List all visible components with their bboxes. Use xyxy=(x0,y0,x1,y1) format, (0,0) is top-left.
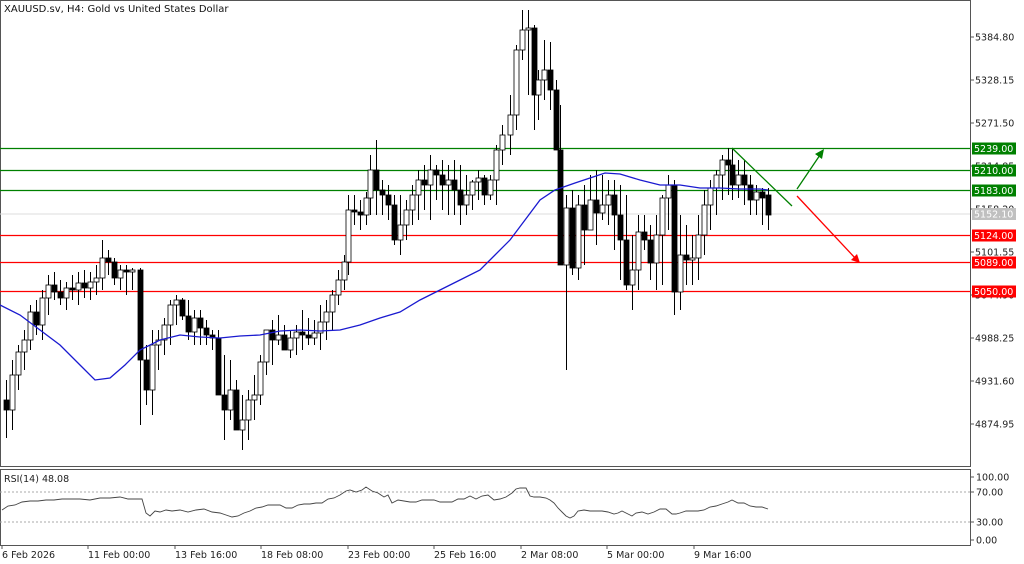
time-axis: 6 Feb 2026 11 Feb 00:00 13 Feb 16:00 18 Feb… xyxy=(1,545,751,561)
resistance-level-tag: 5183.00 xyxy=(974,186,1013,197)
price-tick-label: 4874.95 xyxy=(975,420,1014,431)
time-tick-label: 13 Feb 16:00 xyxy=(175,550,237,561)
time-tick-label: 6 Feb 2026 xyxy=(2,550,55,561)
bullish-arrow[interactable] xyxy=(796,154,821,190)
time-tick-label: 18 Feb 08:00 xyxy=(261,550,323,561)
rsi-tick-label: 30.00 xyxy=(976,518,1003,529)
price-tick-label: 4931.60 xyxy=(975,377,1014,388)
time-tick-label: 5 Mar 00:00 xyxy=(607,550,664,561)
support-level-tag: 5089.00 xyxy=(974,258,1013,269)
arrow-up-icon xyxy=(815,149,824,159)
rsi-frame xyxy=(0,469,971,546)
rsi-tick-label: 100.00 xyxy=(976,473,1009,484)
svg-text:5152.10: 5152.10 xyxy=(974,210,1013,221)
bearish-arrow[interactable] xyxy=(796,195,857,260)
price-tick-label: 5328.15 xyxy=(975,76,1014,87)
rsi-line xyxy=(1,486,769,519)
support-level-tag: 5124.00 xyxy=(974,231,1013,242)
price-tick-label: 5101.55 xyxy=(975,248,1014,259)
rsi-axis: 100.00 70.00 30.00 0.00 xyxy=(970,473,1009,547)
time-tick-label: 11 Feb 00:00 xyxy=(88,550,150,561)
resistance-level-tag: 5239.00 xyxy=(974,144,1013,155)
arrow-down-icon xyxy=(851,254,860,263)
resistance-level-tag: 5210.00 xyxy=(974,166,1013,177)
moving-average-line xyxy=(0,172,769,381)
price-tick-label: 5271.50 xyxy=(975,119,1014,130)
candlesticks xyxy=(3,10,772,450)
horizontal-levels xyxy=(0,147,970,293)
time-tick-label: 23 Feb 00:00 xyxy=(348,550,410,561)
time-tick-label: 25 Feb 16:00 xyxy=(434,550,496,561)
price-tick-label: 5384.80 xyxy=(975,33,1014,44)
support-level-tag: 5050.00 xyxy=(974,287,1013,298)
rsi-label: RSI(14) 48.08 xyxy=(4,474,69,485)
time-tick-label: 9 Mar 16:00 xyxy=(694,550,751,561)
chart-title: XAUUSD.sv, H4: Gold vs United States Dol… xyxy=(4,4,229,15)
current-price-tag: 5152.10 xyxy=(972,208,1016,221)
time-tick-label: 2 Mar 08:00 xyxy=(521,550,578,561)
rsi-tick-label: 70.00 xyxy=(976,488,1003,499)
price-tags: 5239.00 5210.00 5183.00 5124.00 5089.00 5050.… xyxy=(972,142,1016,298)
main-chart-frame xyxy=(0,0,971,467)
rsi-tick-label: 0.00 xyxy=(976,536,997,547)
price-tick-label: 4988.25 xyxy=(975,334,1014,345)
descending-trendline[interactable] xyxy=(731,147,793,207)
